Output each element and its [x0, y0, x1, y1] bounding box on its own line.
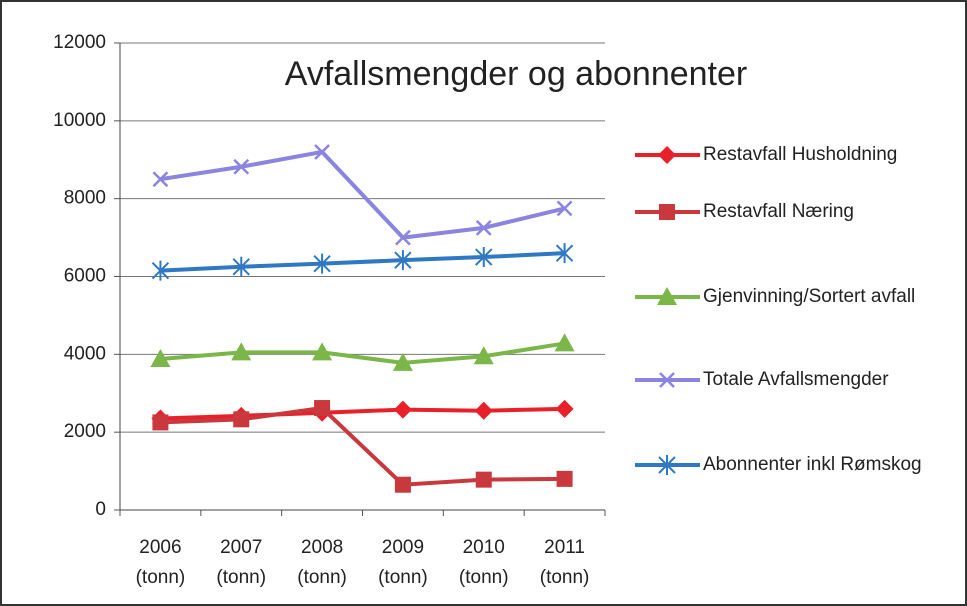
series-line	[160, 406, 565, 421]
x-tick-label: 2006 (tonn)	[136, 537, 186, 588]
y-tick-label: 2000	[64, 421, 106, 442]
marker	[313, 253, 331, 274]
legend-label: Abonnenter inkl Rømskog	[703, 454, 922, 475]
marker	[556, 470, 573, 487]
marker	[555, 399, 574, 418]
legend-label: Restavfall Næring	[703, 201, 854, 222]
legend-label: Restavfall Husholdning	[703, 144, 897, 165]
marker	[394, 250, 412, 271]
series-line	[160, 405, 565, 487]
legend-marker	[657, 287, 677, 305]
chart-title: Avfallsmengder og abonnenter	[285, 55, 747, 93]
marker	[312, 342, 333, 361]
series-line	[160, 149, 566, 240]
marker	[231, 342, 252, 361]
marker	[150, 349, 171, 368]
y-tick-label: 12000	[53, 32, 106, 53]
x-tick-label: 2010 (tonn)	[459, 537, 509, 588]
series-line	[160, 341, 565, 365]
x-tick-label: 2008 (tonn)	[297, 537, 347, 588]
legend-marker	[658, 146, 676, 164]
y-tick-label: 4000	[64, 343, 106, 364]
marker	[233, 411, 250, 428]
marker	[475, 471, 492, 488]
marker	[152, 414, 169, 431]
x-tick-label: 2011 (tonn)	[540, 537, 590, 588]
marker	[394, 476, 411, 493]
marker	[554, 333, 575, 352]
marker	[151, 260, 170, 281]
marker	[473, 346, 494, 365]
legend-label: Totale Avfallsmengder	[703, 369, 889, 390]
marker	[152, 171, 169, 188]
y-tick-label: 0	[95, 499, 106, 520]
legend-marker	[659, 204, 675, 220]
marker	[392, 352, 413, 371]
marker	[314, 144, 330, 160]
x-tick-label: 2007 (tonn)	[216, 537, 266, 588]
marker	[555, 243, 574, 264]
y-tick-label: 10000	[53, 110, 106, 131]
x-tick-label: 2009 (tonn)	[378, 537, 428, 588]
series-line	[160, 251, 565, 273]
legend-marker	[659, 372, 675, 388]
marker	[556, 200, 573, 217]
marker	[233, 158, 250, 175]
marker	[314, 400, 331, 417]
marker	[475, 219, 492, 236]
marker	[232, 256, 250, 277]
marker	[393, 400, 412, 419]
legend-label: Gjenvinning/Sortert avfall	[703, 286, 915, 307]
legend-marker	[658, 455, 676, 475]
marker	[475, 247, 493, 268]
y-tick-label: 6000	[64, 266, 106, 287]
y-tick-label: 8000	[64, 188, 106, 209]
marker	[474, 401, 493, 420]
marker	[395, 229, 411, 246]
